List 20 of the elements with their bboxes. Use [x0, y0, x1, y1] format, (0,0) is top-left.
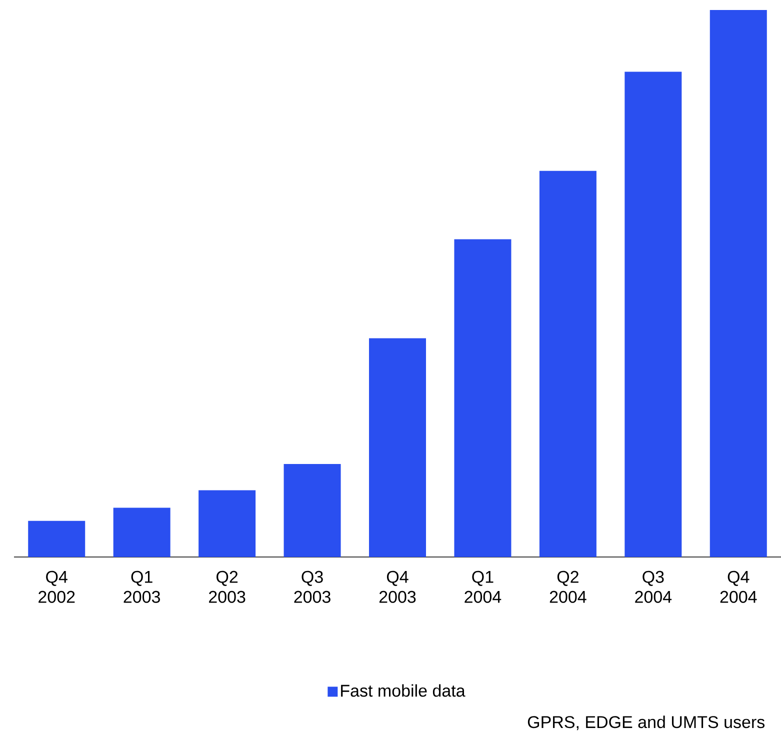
bar [369, 338, 426, 557]
x-tick-label: Q3 2003 [294, 570, 330, 603]
x-tick-label: Q2 2003 [209, 570, 246, 603]
x-tick-label: Q4 2003 [379, 570, 416, 603]
bar [539, 170, 596, 557]
x-tick-label: Q4 2004 [720, 570, 757, 603]
bar [28, 520, 86, 557]
bar [710, 10, 767, 557]
x-tick-label: Q1 2003 [124, 570, 160, 603]
bar [113, 508, 170, 557]
text: GPRS, EDGE and UMTS users [528, 716, 765, 730]
bar [284, 464, 341, 557]
bar [198, 490, 256, 557]
x-tick-label: Q2 2004 [550, 570, 586, 603]
x-tick-label: Q4 2002 [38, 570, 75, 603]
x-tick-label: Q1 2004 [464, 570, 502, 603]
bar [624, 72, 682, 557]
legend-label: Fast mobile data [341, 684, 466, 697]
bar [454, 239, 512, 557]
x-tick-label: Q3 2004 [635, 570, 672, 603]
